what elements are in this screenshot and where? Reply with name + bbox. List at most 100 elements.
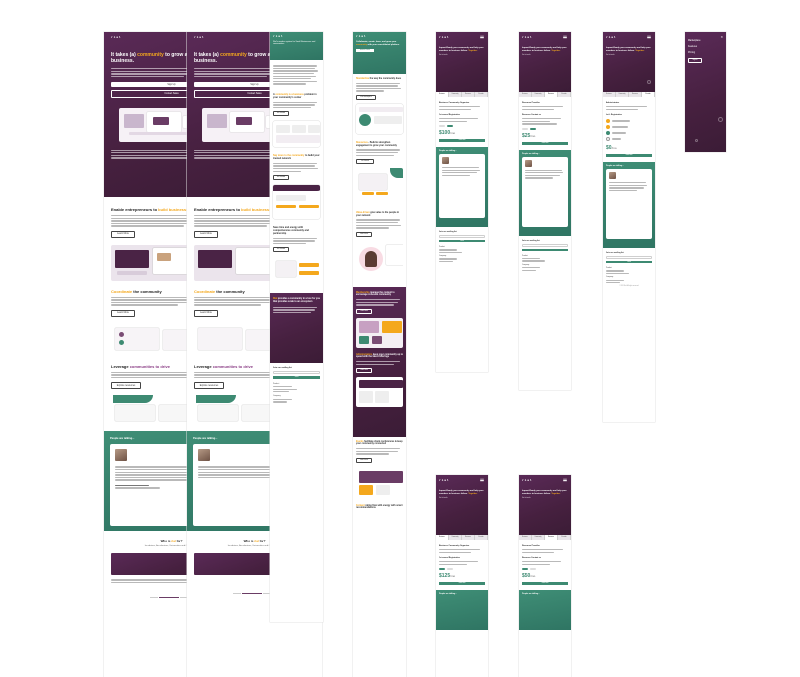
- close-icon[interactable]: ✕: [720, 35, 723, 39]
- menu-item-features[interactable]: Features: [688, 46, 698, 48]
- menu-icon[interactable]: [480, 478, 484, 482]
- email-field[interactable]: [273, 371, 320, 375]
- logo[interactable]: rial: [111, 35, 122, 39]
- subscribe-button[interactable]: Subscribe: [522, 141, 568, 145]
- subscribe-button[interactable]: Subscribe: [439, 581, 485, 585]
- see-how-button[interactable]: Learn More: [194, 309, 218, 317]
- option-icon[interactable]: [606, 118, 610, 123]
- email-field[interactable]: [522, 243, 568, 247]
- tab-resource[interactable]: Resource: [629, 92, 642, 97]
- tab-resource[interactable]: Resource: [545, 92, 558, 97]
- testimonial-heading: People are talking...: [110, 437, 135, 441]
- signup-button[interactable]: Sign Up: [111, 82, 232, 88]
- menu-list: Marketplace Features Pricing Sign In: [685, 32, 726, 63]
- get-started-button-2[interactable]: Get Started: [273, 174, 289, 180]
- menu-icon[interactable]: [647, 35, 651, 39]
- pricing-hero: rial Impact-Ready your community and hel…: [519, 475, 571, 535]
- f2-image-3: [356, 240, 403, 281]
- billing-toggle[interactable]: [439, 124, 485, 127]
- signup-button[interactable]: Sign Up: [194, 82, 315, 88]
- plan-tabs: Business Community Resource Provider: [519, 92, 571, 97]
- learn-more-button-2[interactable]: Learn More: [356, 368, 372, 374]
- explore-button[interactable]: Explore resources: [194, 382, 224, 390]
- menu-icon[interactable]: [563, 478, 567, 482]
- avatar: [525, 159, 532, 167]
- tab-business[interactable]: Business: [603, 92, 616, 97]
- book-demo-button[interactable]: Book a Demo: [356, 49, 374, 52]
- explore-button[interactable]: Explore resources: [111, 382, 141, 390]
- visit-marketplace-button[interactable]: Visit Marketplace: [356, 94, 376, 100]
- tab-resource[interactable]: Resource: [462, 92, 475, 97]
- f2-image-4: [356, 317, 403, 348]
- email-field[interactable]: [439, 234, 485, 238]
- menu-item-marketplace[interactable]: Marketplace: [688, 40, 701, 42]
- plan-card: Business Community Organizer 1st annual …: [436, 540, 488, 590]
- tab-business[interactable]: Business: [436, 92, 449, 97]
- billing-toggle[interactable]: [522, 127, 568, 130]
- tab-community[interactable]: Community: [616, 92, 629, 97]
- view-events-button-2[interactable]: View Events: [356, 457, 372, 463]
- option-icon[interactable]: [606, 130, 610, 135]
- logo[interactable]: rial: [194, 35, 205, 39]
- send-button[interactable]: Send: [273, 376, 320, 379]
- tab-community[interactable]: Community: [449, 92, 462, 97]
- option-icon[interactable]: [606, 124, 610, 129]
- mobile-pricing-business-alt: rial Impact-Ready your community and hel…: [436, 475, 488, 677]
- tab-business[interactable]: Business: [519, 92, 532, 97]
- billing-toggle[interactable]: [439, 567, 485, 570]
- learn-more-button[interactable]: Learn More: [111, 230, 135, 238]
- tab-resource[interactable]: Resource: [462, 535, 475, 540]
- email-field[interactable]: [606, 255, 652, 259]
- get-started-button[interactable]: Get Started: [356, 158, 374, 164]
- option-icon[interactable]: [606, 136, 610, 141]
- f2-section-3: Value-driven give value to the people in…: [353, 208, 406, 285]
- mobile-pricing-business: rial Impact-Ready your community and hel…: [436, 32, 488, 372]
- learn-more-button[interactable]: Learn More: [194, 230, 218, 238]
- subscribe-button[interactable]: Subscribe: [522, 581, 568, 585]
- send-button[interactable]: Send: [439, 239, 485, 243]
- avatar: [115, 449, 127, 462]
- pricing-testimonials: People are talking...: [519, 589, 571, 630]
- features-hero: rial Rial’s modern system for Small Busi…: [270, 32, 323, 60]
- pricing-hero: rial Impact-Ready your community and hel…: [603, 32, 655, 92]
- see-how-button[interactable]: Learn More: [111, 309, 135, 317]
- plan-tabs: Business Community Resource Provider: [603, 92, 655, 97]
- carousel-indicator[interactable]: [194, 593, 315, 595]
- menu-icon[interactable]: [563, 35, 567, 39]
- plan-card: Administrator Let's Registration $0/mo S…: [603, 97, 655, 162]
- hero-description: [111, 68, 232, 78]
- subscribe-button[interactable]: Subscribe: [606, 153, 652, 157]
- billing-toggle[interactable]: [522, 567, 568, 570]
- pricing-hero: rial Impact-Ready your community and hel…: [436, 32, 488, 92]
- tab-resource[interactable]: Resource: [545, 535, 558, 540]
- get-started-button-3[interactable]: Get Started: [273, 247, 289, 253]
- features-intro: [270, 60, 323, 90]
- f2-dark-band: Membership manage the content to encoura…: [353, 286, 406, 437]
- tab-business[interactable]: Business: [519, 535, 532, 540]
- tab-provider[interactable]: Provider: [642, 92, 655, 97]
- plan-card: Business Community Organizer 1st annual …: [436, 97, 488, 147]
- tab-business[interactable]: Business: [436, 535, 449, 540]
- learn-more-button[interactable]: Learn More: [356, 308, 372, 314]
- subscribe-button[interactable]: Subscribe: [439, 138, 485, 142]
- tab-community[interactable]: Community: [532, 535, 545, 540]
- sign-in-button[interactable]: Sign In: [688, 58, 702, 63]
- send-button[interactable]: Send: [522, 248, 568, 251]
- get-started-button[interactable]: Get Started: [273, 111, 289, 117]
- tab-provider[interactable]: Provider: [558, 92, 571, 97]
- tab-community[interactable]: Community: [532, 92, 545, 97]
- tab-provider[interactable]: Provider: [475, 535, 488, 540]
- f2-section-6: Events facilitate client conferences & k…: [356, 440, 403, 510]
- plan-price: $125/mo: [439, 572, 456, 579]
- tab-community[interactable]: Community: [449, 535, 462, 540]
- plan-tabs: Business Community Resource Provider: [436, 92, 488, 97]
- carousel-indicator[interactable]: [111, 597, 232, 599]
- tab-provider[interactable]: Provider: [558, 535, 571, 540]
- menu-item-pricing[interactable]: Pricing: [688, 52, 696, 54]
- option-list: [606, 118, 652, 141]
- tab-provider[interactable]: Provider: [475, 92, 488, 97]
- menu-icon[interactable]: [480, 35, 484, 39]
- mobile-pricing-admin: rial Impact-Ready your community and hel…: [603, 32, 655, 422]
- view-events-button[interactable]: View Events: [356, 231, 372, 237]
- send-button[interactable]: Send: [606, 260, 652, 264]
